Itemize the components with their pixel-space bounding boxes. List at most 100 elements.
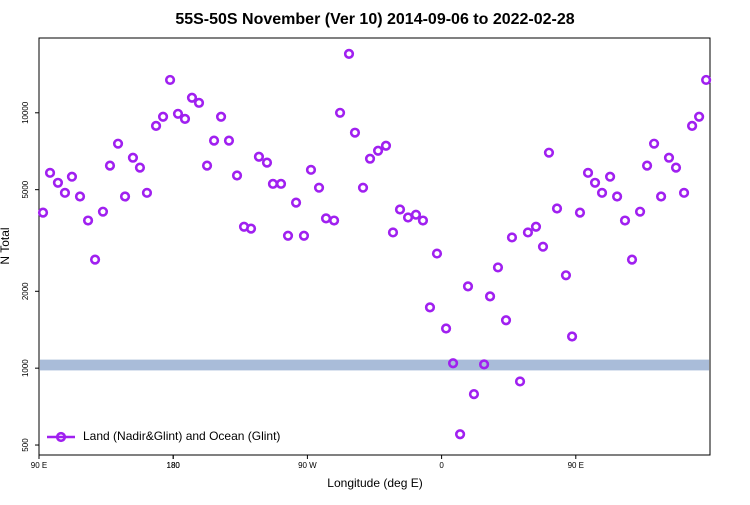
point (59, 187, 71, 198)
point (52, 177, 64, 188)
x-tick-label: 180 (167, 461, 181, 470)
x-tick-label: 180 (167, 461, 181, 470)
legend-marker (55, 431, 67, 443)
point (619, 215, 631, 226)
x-axis-label: Longitude (deg E) (327, 476, 422, 490)
point (500, 315, 512, 326)
point (478, 359, 490, 370)
point (596, 187, 608, 198)
point (530, 221, 542, 232)
point (372, 145, 384, 156)
point (193, 97, 205, 108)
point (484, 291, 496, 302)
point (574, 207, 586, 218)
point (551, 203, 563, 214)
x-tick-label: 90 E (568, 461, 584, 470)
point (134, 162, 146, 173)
point (447, 358, 459, 369)
point (44, 167, 56, 178)
point (328, 215, 340, 226)
point (357, 182, 369, 193)
point (394, 204, 406, 215)
point (82, 215, 94, 226)
point (537, 241, 549, 252)
point (343, 48, 355, 59)
point (648, 138, 660, 149)
y-tick-label: 5000 (21, 180, 30, 198)
point (440, 323, 452, 334)
point (670, 162, 682, 173)
point (410, 209, 422, 220)
point (462, 281, 474, 292)
point (431, 248, 443, 259)
point (626, 254, 638, 265)
point (589, 177, 601, 188)
point (201, 160, 213, 171)
point (208, 135, 220, 146)
point (290, 197, 302, 208)
point (305, 164, 317, 175)
point (261, 157, 273, 168)
point (522, 227, 534, 238)
point (245, 223, 257, 234)
point (364, 153, 376, 164)
point (164, 74, 176, 86)
point (267, 178, 279, 189)
point (150, 120, 162, 131)
point (349, 127, 361, 138)
y-axis-label: N Total (0, 227, 12, 264)
point (604, 171, 616, 182)
point (402, 212, 414, 223)
point (687, 120, 698, 131)
point (334, 107, 346, 118)
y-tick-label: 2000 (21, 282, 30, 300)
point (127, 152, 139, 163)
point (514, 376, 526, 387)
y-tick-label: 10000 (21, 101, 30, 124)
point (655, 191, 667, 202)
point (566, 331, 578, 342)
point (612, 191, 623, 202)
point (663, 152, 675, 163)
point (112, 138, 124, 149)
point (66, 171, 78, 182)
point (104, 160, 116, 171)
point (506, 232, 518, 243)
point (380, 140, 392, 151)
x-tick-label: 0 (439, 461, 444, 470)
y-tick-label: 500 (21, 438, 30, 452)
point (560, 270, 572, 281)
point (89, 254, 101, 265)
point (417, 215, 429, 226)
point (634, 206, 646, 217)
point (172, 108, 184, 119)
chart-title: 55S-50S November (Ver 10) 2014-09-06 to … (175, 11, 574, 28)
point (641, 160, 653, 171)
legend-label: Land (Nadir&Glint) and Ocean (Glint) (83, 429, 280, 443)
point (253, 151, 265, 162)
x-tick-label: 90 W (298, 461, 317, 470)
point (313, 182, 325, 193)
point (701, 74, 712, 86)
point (678, 187, 690, 198)
point (275, 178, 287, 189)
point (223, 135, 235, 146)
point (492, 262, 504, 273)
plot-frame (38, 37, 711, 456)
point (157, 111, 169, 122)
x-tick-label: 90 E (31, 461, 47, 470)
point (424, 302, 436, 313)
point (215, 111, 227, 122)
point (179, 113, 191, 124)
point (582, 167, 594, 178)
point (97, 206, 109, 217)
point (37, 207, 49, 218)
band (40, 359, 709, 371)
point (231, 170, 243, 181)
point (543, 147, 555, 158)
point (694, 111, 705, 122)
point (454, 429, 466, 440)
point (186, 92, 198, 103)
point (387, 227, 399, 238)
